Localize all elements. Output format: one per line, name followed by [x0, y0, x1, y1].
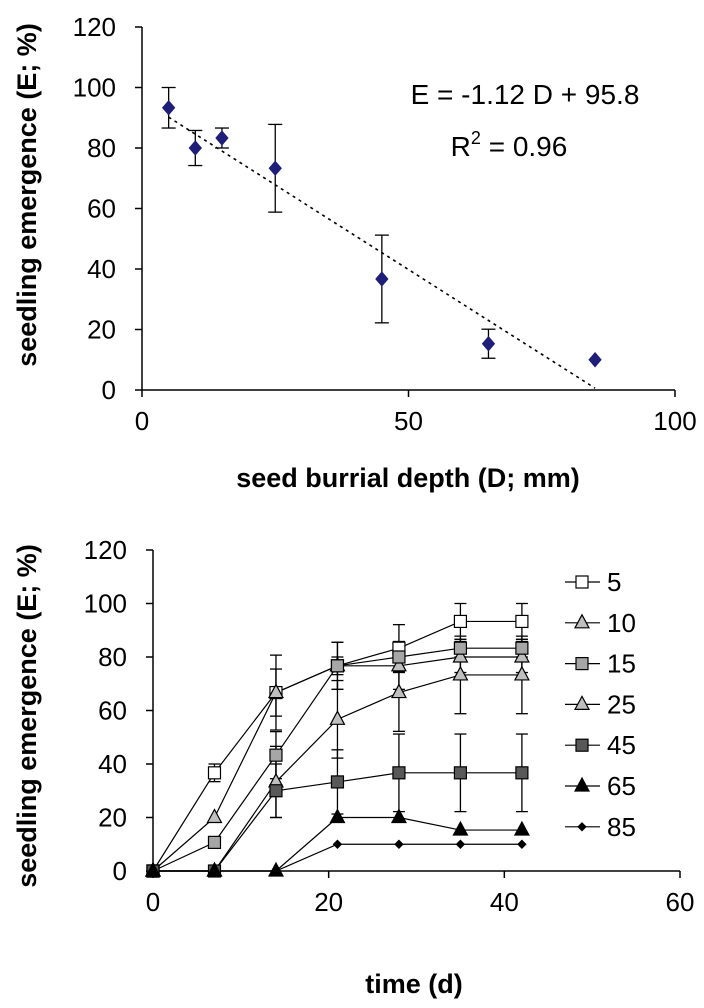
- data-point-15: [515, 641, 529, 655]
- data-point: [215, 130, 229, 146]
- data-point-5: [207, 766, 222, 780]
- data-point-10: [452, 647, 469, 663]
- legend-marker-85: [577, 822, 587, 832]
- legend-marker-15: [575, 656, 589, 671]
- data-point-85: [517, 839, 527, 849]
- legend-marker-5: [575, 575, 589, 589]
- y-tick-label: 60: [98, 696, 127, 726]
- data-point-85: [148, 866, 158, 876]
- legend-label-85: 85: [607, 812, 636, 842]
- r-squared-label: R2 = 0.96: [451, 128, 568, 162]
- data-point-65: [513, 820, 530, 836]
- y-tick-label: 20: [98, 803, 127, 833]
- equation-label: E = -1.12 D + 95.8: [411, 79, 640, 110]
- data-point-25: [452, 665, 469, 681]
- x-tick-label: 40: [490, 887, 519, 917]
- data-point-45: [392, 766, 406, 780]
- data-point-45: [453, 766, 468, 780]
- data-point-65: [329, 808, 346, 824]
- data-point-85: [455, 839, 466, 849]
- x-tick-label: 0: [146, 887, 160, 917]
- data-point-65: [452, 820, 469, 836]
- data-point: [481, 335, 496, 352]
- y-tick-label: 120: [73, 12, 116, 42]
- x-tick-label: 0: [135, 406, 149, 436]
- data-point-15: [392, 650, 406, 664]
- data-point-15: [207, 835, 222, 849]
- data-point-25: [513, 665, 530, 681]
- legend-label-10: 10: [607, 608, 636, 638]
- y-tick-label: 60: [87, 194, 116, 224]
- data-point-85: [394, 839, 404, 849]
- legend-marker-10: [573, 613, 591, 629]
- legend-label-65: 65: [607, 771, 636, 801]
- y-tick-label: 120: [84, 535, 127, 565]
- legend: 5 10 15 25 45 65 85: [565, 567, 636, 842]
- data-point: [375, 271, 389, 287]
- y-tick-label: 100: [84, 589, 127, 619]
- y-tick-label: 0: [113, 856, 127, 886]
- legend-label-5: 5: [607, 567, 621, 597]
- y-tick-label: 40: [98, 749, 127, 779]
- data-point: [161, 99, 176, 116]
- x-tick-label: 20: [314, 887, 343, 917]
- legend-label-15: 15: [607, 649, 636, 679]
- data-point-15: [269, 748, 283, 762]
- legend-marker-65: [573, 776, 591, 792]
- data-point-45: [515, 766, 529, 780]
- data-point-85: [209, 866, 220, 876]
- data-point-15: [453, 641, 468, 655]
- legend-marker-25: [573, 695, 591, 711]
- data-point-25: [329, 710, 346, 725]
- x-tick-label: 50: [394, 406, 423, 436]
- data-point-10: [390, 656, 407, 672]
- y-tick-label: 80: [98, 642, 127, 672]
- data-point: [588, 351, 602, 368]
- data-point-65: [390, 808, 407, 824]
- data-point-10: [513, 647, 530, 663]
- data-point-10: [267, 683, 284, 699]
- y-tick-label: 40: [87, 254, 116, 284]
- y-tick-label: 0: [102, 375, 116, 405]
- x-axis-label: seed burrial depth (D; mm): [236, 463, 580, 493]
- x-axis-label: time (d): [365, 969, 463, 999]
- bottom-chart: 0 20 40 60 80 100 120 0 20 40 60 5 10 15 25 45 65 85 see…: [12, 535, 695, 999]
- legend-label-45: 45: [607, 730, 636, 760]
- top-chart: 0 20 40 60 80 100 120 0 50 100 E = -1.12 D + 95.8…: [12, 12, 697, 493]
- data-point: [188, 140, 202, 156]
- y-axis-label: seedling emergence (E; %): [12, 23, 42, 367]
- data-point-45: [269, 784, 283, 798]
- y-axis-label: seedling emergence (E; %): [12, 544, 42, 888]
- x-tick-label: 100: [653, 406, 696, 436]
- data-point-10: [206, 808, 223, 824]
- data-point-45: [330, 775, 345, 789]
- data-point-85: [271, 866, 281, 876]
- data-point-5: [453, 614, 468, 629]
- data-point-15: [330, 659, 345, 673]
- legend-label-25: 25: [607, 689, 636, 719]
- data-point: [268, 160, 282, 177]
- data-point-25: [390, 683, 407, 699]
- legend-marker-45: [575, 738, 589, 752]
- x-tick-label: 60: [666, 887, 695, 917]
- data-point-5: [515, 614, 529, 629]
- y-tick-label: 80: [87, 133, 116, 163]
- y-tick-label: 100: [73, 73, 116, 103]
- data-point-85: [332, 839, 343, 849]
- y-tick-label: 20: [87, 315, 116, 345]
